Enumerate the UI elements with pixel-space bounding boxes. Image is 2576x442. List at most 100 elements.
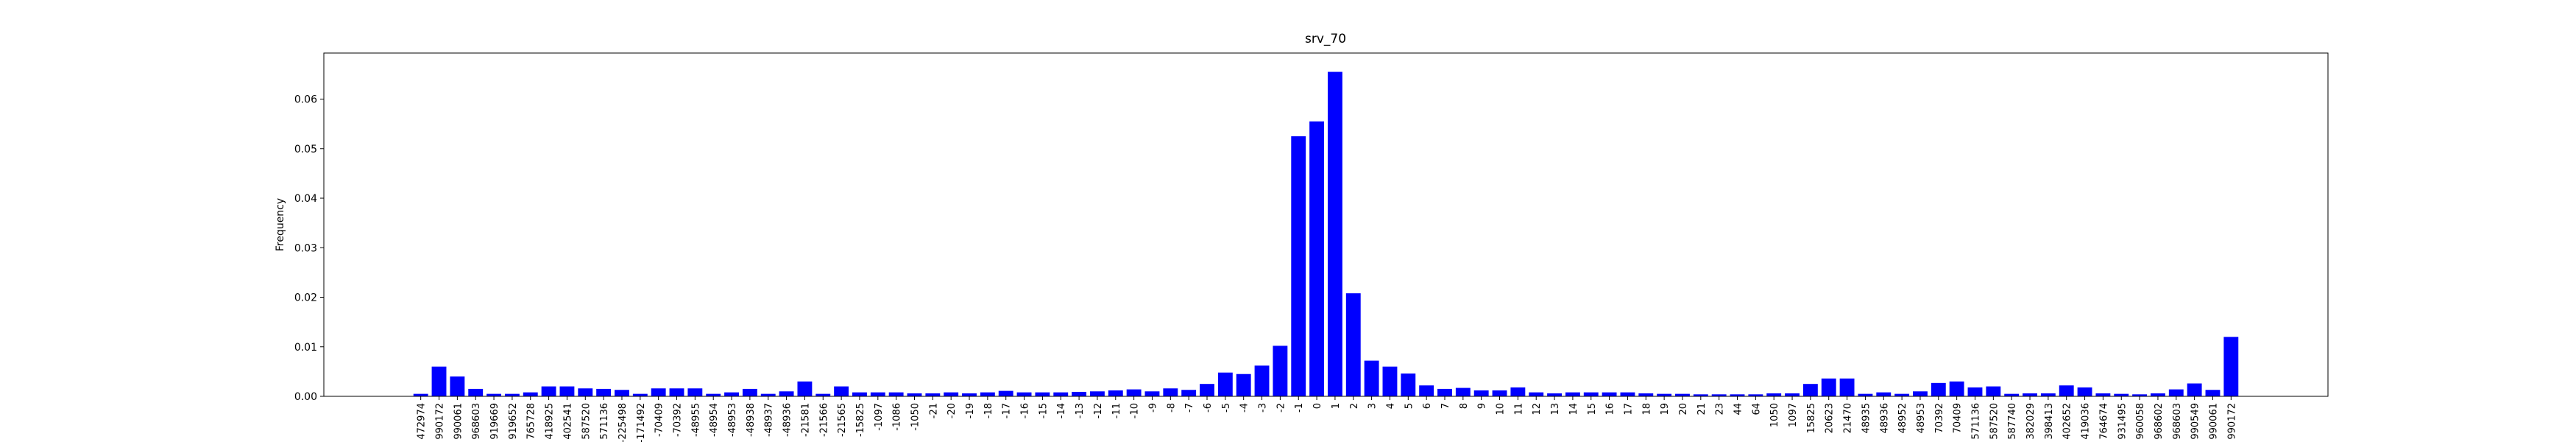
- bar: [815, 393, 831, 396]
- x-tick-label: -9: [1147, 403, 1158, 413]
- bar: [413, 393, 428, 396]
- bar: [1291, 136, 1306, 396]
- bar: [1345, 293, 1361, 396]
- bar: [1035, 392, 1050, 396]
- x-tick-label: -6: [1203, 403, 1214, 413]
- x-tick-label: -48937: [764, 403, 775, 437]
- x-tick-label: 418925: [545, 403, 556, 440]
- x-tick-label: -21581: [800, 403, 811, 437]
- x-tick-label: 11: [1513, 403, 1524, 415]
- bar: [797, 381, 813, 396]
- x-tick-label: -19: [965, 403, 976, 418]
- chart-title: srv_70: [1305, 32, 1346, 46]
- x-tick-label: 960058: [2135, 403, 2146, 440]
- x-tick-label: -20: [946, 403, 958, 418]
- bar: [2132, 394, 2148, 396]
- x-tick-label: 990172: [2226, 403, 2237, 440]
- bar: [1675, 393, 1690, 396]
- x-tick-label: -16: [1020, 403, 1031, 418]
- x-tick-label: 919652: [508, 403, 519, 440]
- x-tick-label: 398413: [2044, 403, 2055, 440]
- x-tick-label: -48955: [690, 403, 701, 437]
- bar: [1529, 392, 1544, 396]
- bar: [450, 376, 465, 396]
- bar: [1163, 388, 1178, 396]
- x-tick-label: -18: [983, 403, 994, 418]
- bar: [724, 392, 739, 396]
- x-tick-label: 48953: [1916, 403, 1927, 433]
- x-tick-label: 931495: [2117, 403, 2128, 440]
- x-tick-label: 990549: [2190, 403, 2201, 440]
- x-tick-label: -10: [1130, 403, 1141, 418]
- bar: [1126, 389, 1142, 396]
- bar: [1620, 392, 1635, 396]
- x-tick-label: 765728: [526, 403, 537, 440]
- x-tick-label: 19: [1660, 403, 1671, 415]
- bar: [1638, 393, 1654, 396]
- x-tick-label: 571136: [599, 403, 610, 440]
- bar: [2168, 389, 2184, 396]
- x-tick-label: -48938: [746, 403, 757, 437]
- x-tick-label: -1050: [910, 403, 921, 431]
- bar: [1309, 121, 1325, 396]
- x-tick-label: 968602: [2154, 403, 2165, 440]
- bar: [1364, 360, 1379, 396]
- x-tick-label: 402541: [562, 403, 573, 440]
- x-tick-label: 764674: [2098, 403, 2109, 440]
- x-tick-label: 3: [1367, 403, 1379, 409]
- y-axis-label: Frequency: [275, 198, 286, 251]
- bar: [779, 391, 794, 396]
- x-tick-label: -48954: [709, 403, 720, 437]
- bar: [1473, 390, 1489, 396]
- bar: [944, 392, 959, 396]
- bar: [1894, 393, 1910, 396]
- x-tick-label: 2: [1349, 403, 1360, 409]
- bar: [998, 390, 1013, 396]
- bar: [2151, 393, 2165, 396]
- x-tick-label: 16: [1605, 403, 1616, 415]
- bar: [2059, 385, 2074, 396]
- x-tick-label: 472974: [417, 403, 428, 440]
- y-tick-label: 0.04: [294, 193, 317, 205]
- x-tick-label: 20623: [1825, 403, 1836, 433]
- bar: [2114, 393, 2129, 396]
- x-tick-label: 10: [1496, 403, 1507, 415]
- bar: [706, 393, 721, 396]
- bar: [1913, 391, 1928, 396]
- bar: [1949, 381, 1964, 396]
- x-tick-label: 1097: [1788, 403, 1799, 427]
- x-tick-label: 402652: [2062, 403, 2073, 440]
- x-tick-label: -15825: [855, 403, 866, 437]
- bar: [632, 393, 648, 396]
- bar: [504, 393, 520, 396]
- bar: [1053, 392, 1069, 396]
- bar: [1711, 394, 1727, 396]
- bar: [962, 393, 977, 396]
- bar: [742, 388, 757, 396]
- bar: [2077, 387, 2092, 396]
- bar: [1802, 384, 1818, 396]
- x-tick-label: -48936: [782, 403, 793, 437]
- x-tick-label: 587520: [1989, 403, 2000, 440]
- x-tick-label: 48936: [1879, 403, 1890, 433]
- x-tick-label: 15825: [1806, 403, 1817, 433]
- bar: [1876, 392, 1892, 396]
- bar: [669, 388, 684, 396]
- bar: [615, 390, 629, 396]
- y-tick-label: 0.00: [294, 391, 317, 403]
- bar: [2004, 393, 2020, 396]
- x-tick-label: 0: [1312, 403, 1323, 409]
- bar: [1419, 385, 1434, 396]
- x-tick-label: 20: [1678, 403, 1689, 415]
- bar: [2223, 337, 2239, 396]
- x-tick-label: 9: [1477, 403, 1488, 409]
- bar: [1090, 391, 1105, 396]
- x-tick-label: 990172: [435, 403, 446, 440]
- bar: [1839, 378, 1855, 396]
- x-tick-label: -1097: [874, 403, 885, 431]
- x-tick-label: -48953: [727, 403, 738, 437]
- x-tick-label: 587740: [2007, 403, 2018, 440]
- x-tick-label: 14: [1568, 403, 1579, 415]
- x-tick-label: 990061: [453, 403, 464, 440]
